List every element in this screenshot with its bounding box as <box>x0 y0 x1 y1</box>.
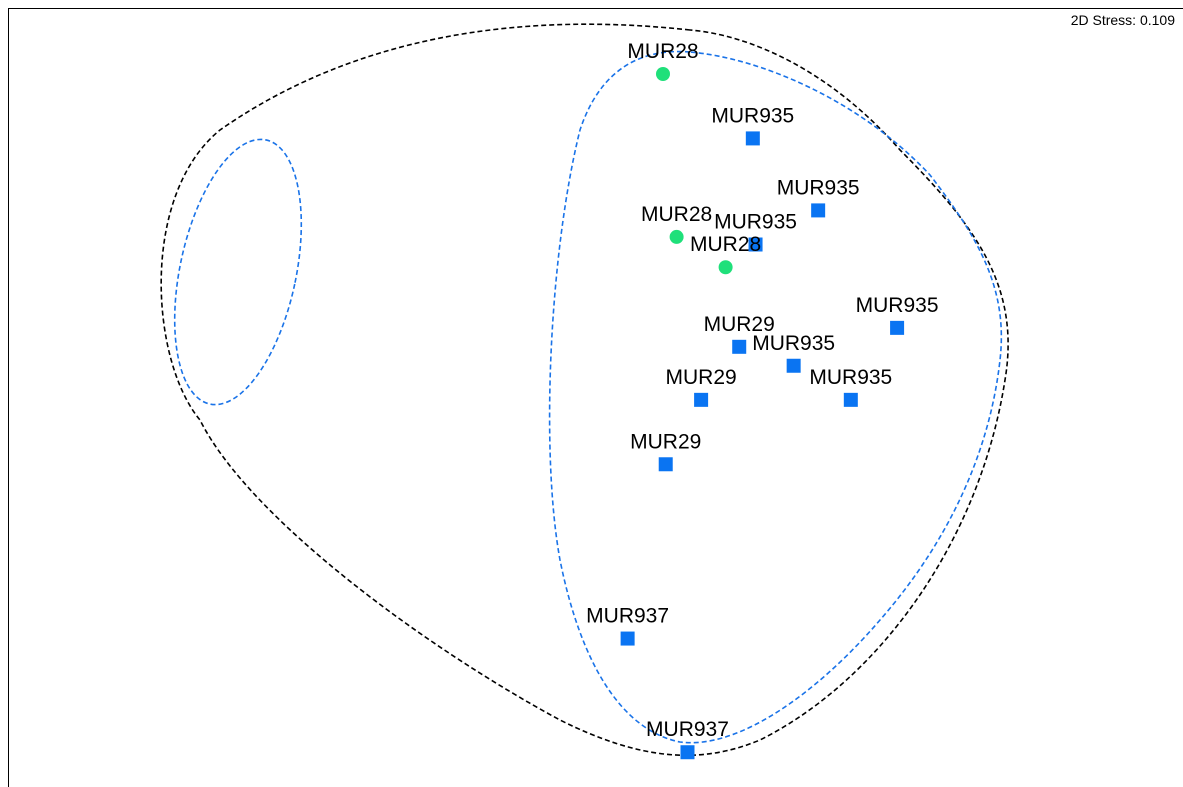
cluster-outlines <box>160 23 1009 757</box>
point-labels: MUR28MUR931MUR28MUR28MUR931MUR935MUR935M… <box>586 40 939 741</box>
plot-area <box>8 8 1183 787</box>
point-label: MUR937 <box>586 605 669 628</box>
point-label: MUR29 <box>704 313 775 336</box>
square-point <box>694 392 709 407</box>
circle-point <box>656 67 670 81</box>
square-point <box>786 358 801 373</box>
point-label: MUR935 <box>752 332 835 355</box>
square-point <box>658 457 673 472</box>
square-point <box>843 392 858 407</box>
square-point <box>680 745 695 760</box>
point-label: MUR28 <box>641 203 712 226</box>
point-label: MUR29 <box>630 430 701 453</box>
point-label: MUR935 <box>714 211 797 234</box>
point-label: MUR28 <box>690 233 761 256</box>
data-points <box>620 67 905 760</box>
square-point <box>620 631 635 646</box>
point-label: MUR935 <box>711 104 794 127</box>
left-cluster-outline <box>173 138 303 406</box>
stress-label: 2D Stress: 0.109 <box>1070 12 1175 28</box>
square-point <box>890 320 905 335</box>
circle-point <box>669 229 684 244</box>
square-point <box>732 339 747 354</box>
square-point <box>748 237 763 252</box>
point-label: MUR935 <box>856 294 939 317</box>
point-label: MUR935 <box>809 366 892 389</box>
square-point <box>811 203 826 218</box>
outer-cluster-outline <box>160 23 1009 757</box>
right-cluster-outline <box>548 50 1003 744</box>
point-label: MUR937 <box>646 718 729 741</box>
point-label: MUR935 <box>777 176 860 199</box>
point-label: MUR28 <box>627 40 698 63</box>
square-point <box>745 131 760 146</box>
point-label: MUR29 <box>666 366 737 389</box>
circle-point <box>718 260 733 275</box>
